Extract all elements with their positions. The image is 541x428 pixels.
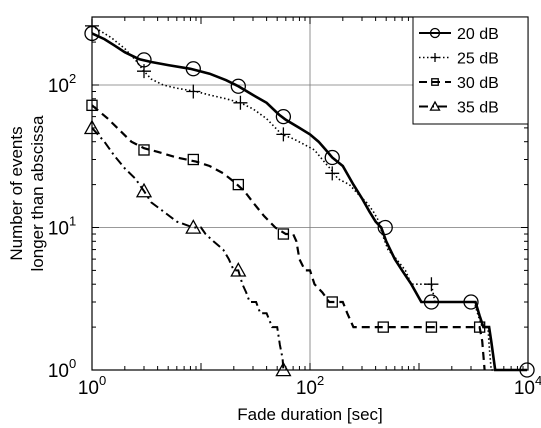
series-2	[86, 99, 486, 371]
y-axis-label: Number of events longer than abscissa	[7, 115, 47, 271]
series-2-point-8	[473, 321, 486, 333]
legend-entry-1: 25 dB	[419, 51, 499, 68]
series-2-point-6	[377, 321, 389, 333]
legend-label-2: 30 dB	[457, 75, 499, 92]
legend-marker-2	[431, 78, 439, 86]
series-line-1	[91, 25, 496, 371]
series-3-point-1	[135, 182, 153, 198]
series-2-point-1	[138, 144, 150, 156]
legend-entry-2: 30 dB	[419, 75, 499, 92]
y-tick-label-0: 100	[48, 356, 76, 382]
y-tick-label-2: 102	[48, 71, 76, 97]
series-2-point-2	[187, 153, 199, 166]
series-3-point-3	[230, 262, 247, 277]
legend-label-3: 35 dB	[457, 100, 499, 117]
series-line-2	[91, 104, 486, 371]
series-1-point-4	[276, 127, 291, 142]
series-0-point-3	[230, 78, 246, 94]
series-0-point-4	[275, 108, 292, 125]
series-1-point-1	[137, 64, 152, 79]
series-2-point-3	[232, 178, 245, 191]
series-3-point-2	[185, 219, 202, 234]
tick-labels: 100 102 104 100 101 102	[48, 71, 541, 399]
x-tick-label-0: 100	[78, 373, 106, 399]
x-tick-label-2: 104	[514, 373, 541, 399]
series-1-point-2	[186, 84, 201, 99]
legend-entry-0: 20 dB	[419, 26, 499, 43]
series-2-point-7	[425, 321, 438, 333]
legend-marker-3	[429, 100, 441, 111]
legend-marker-0	[429, 27, 441, 39]
series-1-point-6	[424, 277, 439, 292]
series-2-point-5	[326, 296, 338, 308]
series-2-point-4	[277, 228, 290, 240]
x-axis-label: Fade duration [sec]	[237, 405, 383, 424]
series-0-point-8	[463, 294, 479, 310]
series-0-point-2	[185, 61, 201, 77]
series-0-point-6	[377, 219, 393, 236]
y-axis-label-line-1: Number of events	[7, 126, 26, 260]
legend-marker-1	[430, 53, 440, 62]
legend: 20 dB 25 dB 30 dB 35 dB	[412, 16, 529, 125]
legend-label-0: 20 dB	[457, 26, 499, 43]
series-3-point-4	[275, 361, 292, 377]
legend-label-1: 25 dB	[457, 51, 499, 68]
legend-entry-3: 35 dB	[419, 100, 499, 117]
series-0-point-5	[324, 149, 340, 166]
series-1-point-3	[233, 95, 248, 110]
x-tick-label-1: 102	[296, 373, 324, 399]
y-tick-label-1: 101	[48, 213, 76, 239]
y-axis-label-line-2: longer than abscissa	[28, 115, 47, 271]
series-group	[83, 18, 535, 378]
series-1-point-5	[325, 166, 340, 181]
